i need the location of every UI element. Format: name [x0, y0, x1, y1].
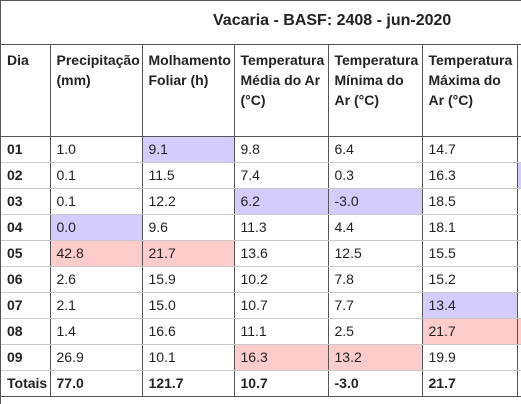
extra-cell — [517, 344, 521, 371]
value-cell: 0.0 — [50, 214, 143, 241]
value-cell: 18.1 — [422, 214, 518, 241]
table-row: 05 42.8 21.7 13.6 12.5 15.5 — [1, 240, 521, 267]
value-cell: 0.1 — [50, 162, 143, 189]
value-cell: 13.6 — [234, 240, 329, 267]
title-bar: Vacaria - BASF: 2408 - jun-2020 — [1, 1, 521, 45]
weather-table: Dia Precipitação (mm) Molhamento Foliar … — [1, 45, 521, 397]
value-cell: 2.6 — [50, 266, 143, 293]
value-cell: 14.7 — [422, 136, 518, 163]
totals-cell: -3.0 — [328, 370, 423, 397]
value-cell: 1.4 — [50, 318, 143, 345]
extra-cell — [517, 162, 521, 189]
value-cell: 15.9 — [142, 266, 235, 293]
totals-cell: 77.0 — [50, 370, 143, 397]
value-cell: 12.2 — [142, 188, 235, 215]
value-cell: 7.4 — [234, 162, 329, 189]
extra-cell — [517, 136, 521, 163]
extra-cell — [517, 266, 521, 293]
value-cell: 10.7 — [234, 292, 329, 319]
value-cell: 42.8 — [50, 240, 143, 267]
day-cell: 09 — [1, 344, 51, 371]
value-cell: 11.3 — [234, 214, 329, 241]
totals-row: Totais 77.0 121.7 10.7 -3.0 21.7 — [1, 370, 521, 397]
extra-cell — [517, 318, 521, 345]
value-cell: 6.4 — [328, 136, 423, 163]
value-cell: 15.0 — [142, 292, 235, 319]
extra-cell — [517, 292, 521, 319]
value-cell: 11.5 — [142, 162, 235, 189]
value-cell: 16.3 — [422, 162, 518, 189]
value-cell: 7.8 — [328, 266, 423, 293]
table-row: 04 0.0 9.6 11.3 4.4 18.1 — [1, 214, 521, 241]
header-molhamento: Molhamento Foliar (h) — [142, 45, 235, 137]
table-row: 07 2.1 15.0 10.7 7.7 13.4 — [1, 292, 521, 319]
extra-cell — [517, 188, 521, 215]
header-extra-column — [517, 45, 521, 137]
table-row: 01 1.0 9.1 9.8 6.4 14.7 — [1, 136, 521, 163]
value-cell: 19.9 — [422, 344, 518, 371]
value-cell: 11.1 — [234, 318, 329, 345]
value-cell: 15.2 — [422, 266, 518, 293]
value-cell: 15.5 — [422, 240, 518, 267]
value-cell: 0.3 — [328, 162, 423, 189]
day-cell: 08 — [1, 318, 51, 345]
totals-cell: 10.7 — [234, 370, 329, 397]
value-cell: 18.5 — [422, 188, 518, 215]
value-cell: 4.4 — [328, 214, 423, 241]
value-cell: 21.7 — [142, 240, 235, 267]
value-cell: 13.2 — [328, 344, 423, 371]
value-cell: 21.7 — [422, 318, 518, 345]
day-cell: 02 — [1, 162, 51, 189]
value-cell: 2.5 — [328, 318, 423, 345]
header-precipitacao: Precipitação (mm) — [50, 45, 143, 137]
table-row: 08 1.4 16.6 11.1 2.5 21.7 — [1, 318, 521, 345]
day-cell: 06 — [1, 266, 51, 293]
totals-cell: 121.7 — [142, 370, 235, 397]
value-cell: 0.1 — [50, 188, 143, 215]
value-cell: 10.1 — [142, 344, 235, 371]
value-cell: 6.2 — [234, 188, 329, 215]
value-cell: 16.3 — [234, 344, 329, 371]
day-cell: 01 — [1, 136, 51, 163]
totals-label: Totais — [1, 370, 51, 397]
header-temp-media: Temperatura Média do Ar (°C) — [234, 45, 329, 137]
table-row: 06 2.6 15.9 10.2 7.8 15.2 — [1, 266, 521, 293]
value-cell: 9.1 — [142, 136, 235, 163]
value-cell: 10.2 — [234, 266, 329, 293]
extra-cell — [517, 214, 521, 241]
header-temp-minima: Temperatura Mínima do Ar (°C) — [328, 45, 423, 137]
value-cell: 9.8 — [234, 136, 329, 163]
day-cell: 04 — [1, 214, 51, 241]
table-row: 03 0.1 12.2 6.2 -3.0 18.5 — [1, 188, 521, 215]
header-dia: Dia — [1, 45, 51, 137]
day-cell: 07 — [1, 292, 51, 319]
value-cell: -3.0 — [328, 188, 423, 215]
table-body: 01 1.0 9.1 9.8 6.4 14.7 02 0.1 11.5 7.4 0.3 16.3 03 0… — [1, 136, 521, 397]
value-cell: 1.0 — [50, 136, 143, 163]
header-row: Dia Precipitação (mm) Molhamento Foliar … — [1, 45, 521, 137]
extra-cell — [517, 370, 521, 397]
table-row: 09 26.9 10.1 16.3 13.2 19.9 — [1, 344, 521, 371]
value-cell: 7.7 — [328, 292, 423, 319]
day-cell: 05 — [1, 240, 51, 267]
totals-cell: 21.7 — [422, 370, 518, 397]
report-title: Vacaria - BASF: 2408 - jun-2020 — [213, 12, 452, 29]
header-temp-maxima: Temperatura Máxima do Ar (°C) — [422, 45, 518, 137]
extra-cell — [517, 240, 521, 267]
day-cell: 03 — [1, 188, 51, 215]
value-cell: 16.6 — [142, 318, 235, 345]
value-cell: 9.6 — [142, 214, 235, 241]
value-cell: 12.5 — [328, 240, 423, 267]
value-cell: 26.9 — [50, 344, 143, 371]
table-row: 02 0.1 11.5 7.4 0.3 16.3 — [1, 162, 521, 189]
value-cell: 2.1 — [50, 292, 143, 319]
value-cell: 13.4 — [422, 292, 518, 319]
